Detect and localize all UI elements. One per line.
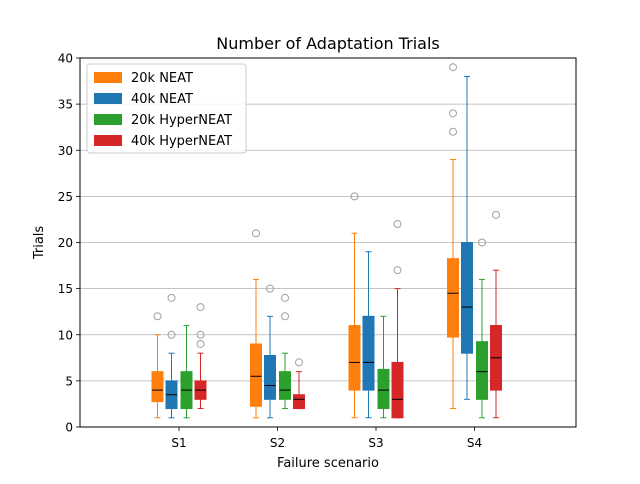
y-tick-label: 25	[58, 190, 73, 204]
y-tick-label: 15	[58, 282, 73, 296]
box-2-S2	[264, 284, 276, 419]
x-axis-ticks: S1 S2 S3 S4	[171, 427, 482, 450]
box-3-S3	[377, 315, 390, 419]
outlier-point	[281, 293, 289, 302]
x-tick-label: S4	[467, 436, 482, 450]
box-4-S4	[490, 210, 502, 419]
outlier-point	[492, 210, 500, 219]
y-axis-ticks: 0 5 10 15 20 25 30 35 40	[58, 52, 80, 435]
box-body	[377, 368, 390, 410]
box-2-S3	[362, 251, 375, 419]
outlier-point	[167, 330, 176, 339]
box-1-S4	[447, 63, 459, 410]
box-2-S4	[461, 75, 473, 400]
outlier-point	[449, 109, 457, 118]
legend-frame	[86, 63, 247, 154]
x-axis-label: Failure scenario	[277, 456, 379, 471]
y-tick-label: 5	[65, 374, 73, 388]
box-body	[362, 315, 375, 391]
x-tick-label: S3	[368, 436, 383, 450]
y-tick-label: 20	[58, 236, 73, 250]
outlier-point	[167, 293, 176, 302]
legend-swatch	[94, 135, 122, 146]
chart-title: Number of Adaptation Trials	[216, 34, 440, 53]
outlier-point	[393, 220, 402, 229]
box-1-S1	[151, 312, 164, 419]
outlier-point	[153, 312, 162, 321]
outlier-point	[196, 330, 205, 339]
box-1-S2	[250, 229, 262, 419]
box-3-S1	[180, 325, 193, 419]
y-tick-label: 35	[58, 98, 73, 112]
legend-label: 20k NEAT	[131, 71, 193, 86]
legend-label: 40k HyperNEAT	[131, 134, 232, 149]
legend-swatch	[94, 93, 122, 104]
legend-swatch	[94, 72, 122, 83]
outlier-point	[281, 312, 289, 321]
y-tick-label: 0	[65, 421, 73, 435]
legend-swatch	[94, 114, 122, 125]
box-2-S1	[165, 293, 178, 419]
box-body	[279, 371, 291, 400]
y-tick-label: 40	[58, 52, 73, 66]
outlier-point	[350, 192, 359, 201]
box-3-S4	[476, 238, 488, 419]
y-axis-label: Trials	[32, 226, 47, 261]
y-tick-label: 10	[58, 328, 73, 342]
x-tick-label: S2	[270, 436, 285, 450]
box-body	[250, 343, 262, 407]
box-body	[391, 361, 404, 419]
outlier-point	[196, 303, 205, 312]
outlier-point	[449, 127, 457, 136]
box-body	[264, 355, 276, 400]
outlier-point	[295, 358, 303, 367]
legend-label: 40k NEAT	[131, 92, 193, 107]
box-body	[293, 394, 305, 410]
box-4-S1	[194, 303, 207, 410]
box-body	[476, 341, 488, 400]
outlier-point	[393, 266, 402, 275]
outlier-point	[252, 229, 260, 238]
box-3-S2	[279, 293, 291, 410]
box-body	[447, 258, 459, 338]
outlier-point	[449, 63, 457, 72]
box-layer	[151, 63, 502, 419]
outlier-point	[266, 284, 274, 293]
box-4-S2	[293, 358, 305, 410]
y-tick-label: 30	[58, 144, 73, 158]
box-body	[348, 325, 361, 391]
box-body	[461, 242, 473, 354]
outlier-point	[478, 238, 486, 247]
legend: 20k NEAT 40k NEAT 20k HyperNEAT 40k HyperNE…	[86, 63, 247, 154]
legend-label: 20k HyperNEAT	[131, 113, 232, 128]
outlier-point	[196, 339, 205, 348]
box-4-S3	[391, 220, 404, 419]
box-1-S3	[348, 192, 361, 419]
x-tick-label: S1	[171, 436, 186, 450]
box-body	[151, 371, 164, 403]
